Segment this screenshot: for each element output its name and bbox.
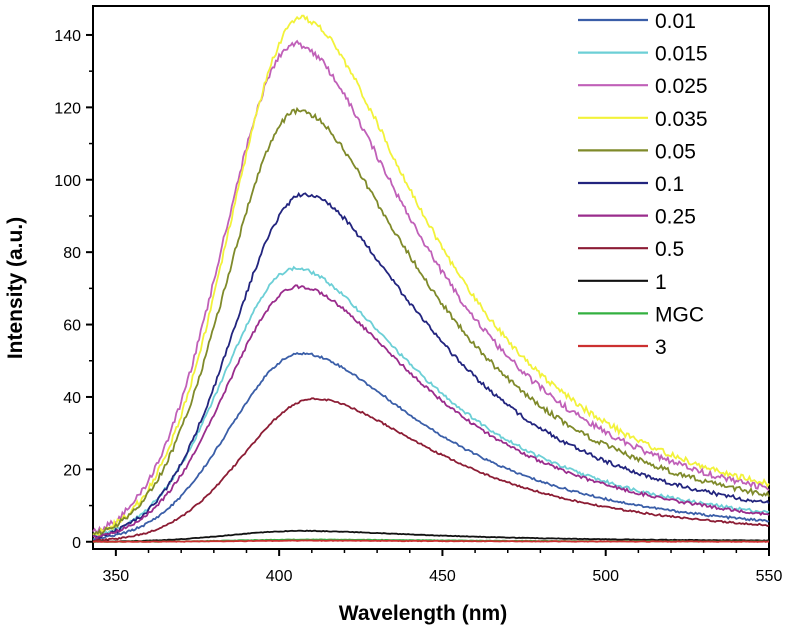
legend-label: 0.025 [655,75,708,98]
y-tick-label: 0 [72,535,81,552]
legend-label: 1 [655,271,667,294]
x-tick-label: 450 [429,568,456,585]
y-tick-label: 80 [63,245,81,262]
x-tick-label: 550 [756,568,783,585]
series-line-0-05 [92,106,770,536]
series-line-0-035 [92,14,770,537]
legend: 0.01 0.015 0.025 0.035 0.05 0.1 0.25 0.5 1 MGC 3 [578,10,708,359]
legend-label: MGC [655,303,704,326]
y-tick-label: 120 [54,100,81,117]
x-axis-title: Wavelength (nm) [339,602,507,625]
x-tick-label: 500 [592,568,619,585]
legend-label: 0.1 [655,173,684,196]
y-tick-label: 20 [63,462,81,479]
y-tick-label: 40 [63,390,81,407]
legend-label: 0.035 [655,108,708,131]
series-lines [92,14,770,543]
y-tick-label: 140 [54,28,81,45]
series-line-3 [92,539,770,543]
series-line-1 [92,529,770,543]
legend-label: 3 [655,336,667,359]
legend-label: 0.5 [655,238,684,261]
series-line-0-025 [92,39,770,534]
legend-label: 0.01 [655,10,696,33]
series-line-0-01 [93,351,770,541]
series-line-0-25 [92,284,770,540]
legend-label: 0.05 [655,140,696,163]
legend-label: 0.015 [655,43,708,66]
x-tick-label: 400 [266,568,293,585]
plot-border [92,5,770,550]
y-axis-ticks: 0 20 40 60 80 100 120 140 [54,28,93,552]
x-tick-label: 350 [103,568,130,585]
y-tick-label: 100 [54,173,81,190]
y-axis-title: Intensity (a.u.) [4,217,27,359]
x-axis-ticks: 350 400 450 500 550 [103,549,783,585]
plot-frame [92,5,770,550]
y-tick-label: 60 [63,318,81,335]
series-line-0-1 [92,191,770,539]
series-line-0-5 [92,397,770,542]
legend-label: 0.25 [655,206,696,229]
